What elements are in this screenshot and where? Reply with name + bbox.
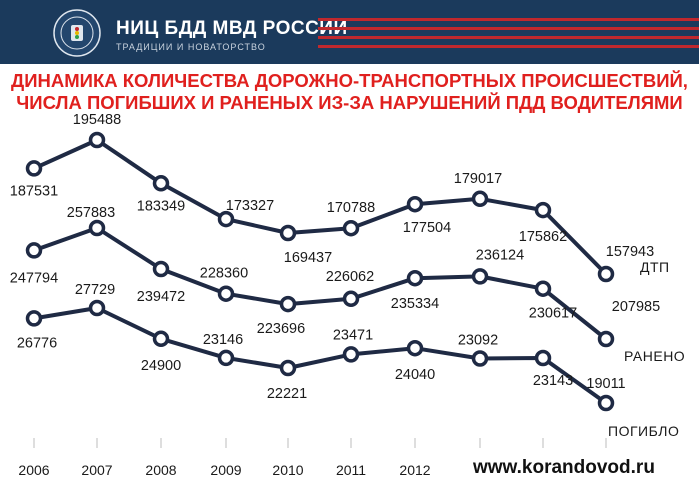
data-point xyxy=(534,280,552,297)
data-point xyxy=(152,260,170,278)
data-label: 169437 xyxy=(284,250,332,266)
data-label: 228360 xyxy=(200,266,248,282)
data-label: 24040 xyxy=(395,367,435,383)
data-label: 23092 xyxy=(458,333,498,349)
series-name-label: ДТП xyxy=(640,259,670,275)
series-line-1 xyxy=(33,138,608,276)
x-tick-label: 2006 xyxy=(18,462,49,478)
data-point xyxy=(152,175,170,192)
data-point xyxy=(279,295,297,313)
data-point xyxy=(342,346,360,363)
data-point xyxy=(471,268,489,285)
data-label: 23143 xyxy=(533,373,573,389)
org-tagline: ТРАДИЦИИ И НОВАТОРСТВО xyxy=(116,42,266,52)
series-line-3 xyxy=(33,306,608,405)
series-name-label: ПОГИБЛО xyxy=(608,423,679,439)
data-label: 226062 xyxy=(326,269,374,285)
x-tick-label: 2007 xyxy=(81,462,112,478)
data-label: 177504 xyxy=(403,220,451,236)
header-stripes xyxy=(318,18,699,48)
data-label: 173327 xyxy=(226,198,274,214)
data-label: 230617 xyxy=(529,306,577,322)
data-point xyxy=(597,330,615,348)
data-label: 170788 xyxy=(327,200,375,216)
data-label: 26776 xyxy=(17,335,57,351)
data-point xyxy=(279,224,297,242)
data-point xyxy=(217,349,235,367)
data-point xyxy=(406,195,424,213)
data-label: 223696 xyxy=(257,321,305,337)
data-label: 175862 xyxy=(519,229,567,245)
chart-title-line-2: ЧИСЛА ПОГИБШИХ И РАНЕНЫХ ИЗ-ЗА НАРУШЕНИЙ… xyxy=(16,92,683,113)
data-point xyxy=(279,359,297,377)
x-tick-label: 2012 xyxy=(399,462,430,478)
chart-title-line-1: ДИНАМИКА КОЛИЧЕСТВА ДОРОЖНО-ТРАНСПОРТНЫХ… xyxy=(11,70,688,91)
data-label: 22221 xyxy=(267,386,307,402)
chart-title: ДИНАМИКА КОЛИЧЕСТВА ДОРОЖНО-ТРАНСПОРТНЫХ… xyxy=(0,70,699,114)
data-point xyxy=(471,190,489,208)
data-point xyxy=(217,210,235,228)
data-label: 247794 xyxy=(10,270,58,286)
watermark-url: www.korandovod.ru xyxy=(473,457,655,478)
data-point xyxy=(152,330,170,348)
org-name: НИЦ БДД МВД РОССИИ xyxy=(116,18,348,39)
data-label: 207985 xyxy=(612,299,660,315)
data-label: 195488 xyxy=(73,112,121,128)
data-point xyxy=(597,265,615,283)
data-label: 236124 xyxy=(476,247,524,263)
data-point xyxy=(534,349,552,367)
data-point xyxy=(406,269,424,287)
data-label: 239472 xyxy=(137,289,185,305)
data-label: 27729 xyxy=(75,282,115,298)
data-point xyxy=(342,290,360,308)
data-label: 23146 xyxy=(203,332,243,348)
header-banner: НИЦ БДД МВД РОССИИ ТРАДИЦИИ И НОВАТОРСТВ… xyxy=(0,0,699,64)
data-point xyxy=(88,299,106,317)
x-tick-label: 2010 xyxy=(272,462,303,478)
data-point xyxy=(342,219,360,237)
data-label: 19011 xyxy=(586,376,625,392)
x-tick-label: 2011 xyxy=(336,462,366,478)
data-point xyxy=(25,310,43,327)
data-point xyxy=(406,339,424,357)
data-label: 179017 xyxy=(454,171,502,187)
emblem-logo xyxy=(53,9,101,57)
data-point xyxy=(217,285,235,302)
data-point xyxy=(88,131,106,149)
data-label: 23471 xyxy=(333,327,373,343)
data-point xyxy=(88,219,106,237)
series-line-2 xyxy=(33,226,608,341)
data-point xyxy=(25,242,43,259)
x-tick-label: 2009 xyxy=(210,462,241,478)
data-point xyxy=(471,350,489,367)
series-name-label: РАНЕНО xyxy=(624,348,685,364)
x-tick-label: 2008 xyxy=(145,462,176,478)
data-label: 157943 xyxy=(606,244,654,260)
data-label: 183349 xyxy=(137,198,185,214)
data-label: 257883 xyxy=(67,205,115,221)
data-label: 24900 xyxy=(141,358,181,374)
data-label: 187531 xyxy=(10,183,58,199)
data-label: 235334 xyxy=(391,296,439,312)
data-point xyxy=(534,201,552,219)
data-point xyxy=(597,394,615,412)
data-point xyxy=(25,160,43,177)
